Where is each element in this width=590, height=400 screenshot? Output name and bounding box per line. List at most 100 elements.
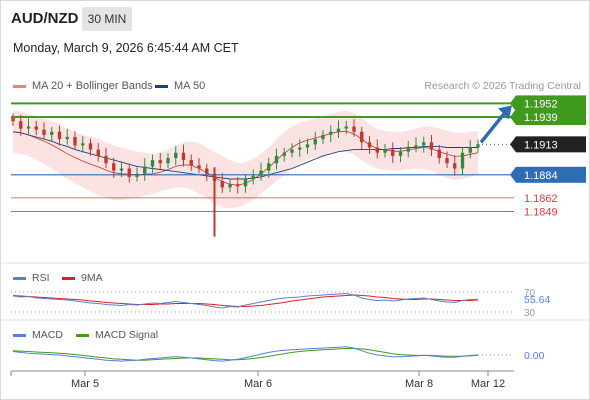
candle-body <box>96 149 100 156</box>
candle <box>236 177 240 194</box>
candle <box>336 120 341 139</box>
level-label-1.1849: 1.1849 <box>524 207 558 219</box>
candle-body <box>189 160 193 166</box>
level-label-1.1939: 1.1939 <box>510 109 586 126</box>
candle-body <box>290 149 294 153</box>
candle-body <box>251 175 255 179</box>
candle-body <box>19 121 23 129</box>
level-label-bg <box>516 166 586 183</box>
candle-body <box>305 144 310 148</box>
candle <box>88 138 93 157</box>
candle <box>313 131 317 150</box>
candle <box>34 120 38 136</box>
macd-line <box>12 346 479 362</box>
candle-body <box>127 168 131 177</box>
bollinger-band <box>13 110 478 209</box>
candle-body <box>391 149 395 156</box>
candle-body <box>174 152 178 158</box>
candle <box>42 122 46 140</box>
candle-body <box>383 149 387 153</box>
rsi-9ma-line <box>12 294 479 307</box>
candle-body <box>34 126 38 130</box>
candle-body <box>158 160 162 164</box>
timeframe-badge[interactable]: 30 MIN <box>82 7 132 31</box>
candle <box>57 125 62 146</box>
candle-body <box>406 147 410 152</box>
candle <box>305 138 310 154</box>
candle <box>243 174 248 193</box>
forecast-arrow-shaft <box>479 110 508 144</box>
candle <box>375 139 379 159</box>
rsi-line <box>12 292 479 309</box>
candle-body <box>336 128 341 132</box>
candle-body <box>26 126 31 129</box>
candle <box>429 135 434 157</box>
level-label-bg <box>516 95 586 112</box>
candle-body <box>445 158 449 164</box>
level-label-1.1862: 1.1862 <box>524 193 558 205</box>
level-value-text: 1.1939 <box>524 112 558 124</box>
candle <box>150 154 155 173</box>
candle <box>26 118 31 136</box>
legend-9ma-label: 9MA <box>81 272 103 284</box>
candle-body <box>220 181 224 188</box>
legend-rsi-swatch <box>13 277 26 280</box>
candle-body <box>65 137 69 140</box>
candle-body <box>274 155 279 164</box>
candle <box>259 162 263 181</box>
candle-body <box>398 151 403 156</box>
candle <box>220 173 224 193</box>
candle-body <box>181 152 186 161</box>
candle <box>135 167 139 182</box>
price-panel: 1.1952 1.1939 1.1913 1.1884 1.1862 1.1849 <box>11 95 586 237</box>
level-label-bg <box>516 109 586 126</box>
candle <box>274 148 279 170</box>
candle <box>460 147 465 175</box>
ma50-swatch <box>155 84 168 88</box>
candle <box>344 120 348 135</box>
candle-body <box>42 129 46 135</box>
candle-body <box>243 179 248 187</box>
level-label-pointer <box>510 95 516 112</box>
candle <box>406 141 410 158</box>
legend-macd-signal-swatch <box>76 334 89 337</box>
candle <box>189 154 193 171</box>
candle <box>127 163 131 183</box>
candle-body <box>476 144 480 148</box>
candle-body <box>329 131 333 135</box>
candle-body <box>429 142 434 150</box>
x-tick-label: Mar 12 <box>471 378 505 390</box>
candle <box>205 163 209 181</box>
candle <box>11 113 15 126</box>
candle-body <box>197 165 201 169</box>
candle <box>468 140 472 159</box>
candle <box>81 136 85 153</box>
candle <box>181 144 186 167</box>
candle <box>329 125 333 143</box>
candle-body <box>344 126 348 129</box>
candle-body <box>81 143 85 146</box>
legend-bollinger-label: MA 20 + Bollinger Bands <box>32 80 153 92</box>
candle <box>383 144 387 158</box>
x-axis: Mar 5 Mar 6 Mar 8 Mar 12 <box>10 370 514 390</box>
legend-macd-label: MACD <box>32 329 63 341</box>
candle-body <box>437 149 441 158</box>
candle-body <box>414 145 418 148</box>
candle-body <box>282 152 286 156</box>
candle <box>212 167 217 237</box>
level-label-pointer <box>510 109 516 126</box>
candle-body <box>236 184 240 187</box>
candle <box>360 127 364 150</box>
level-value-text: 1.1913 <box>524 139 558 151</box>
candle-body <box>57 131 62 140</box>
candle <box>65 128 69 145</box>
candle <box>321 130 325 144</box>
x-tick-label: Mar 8 <box>405 378 433 390</box>
datetime-label: Monday, March 9, 2026 6:45:44 AM CET <box>13 41 239 55</box>
legend-9ma-swatch <box>62 277 75 280</box>
candle-body <box>375 147 379 153</box>
candle-body <box>259 170 263 176</box>
candle-body <box>11 118 15 122</box>
candle <box>398 146 403 163</box>
candle-body <box>298 147 302 150</box>
